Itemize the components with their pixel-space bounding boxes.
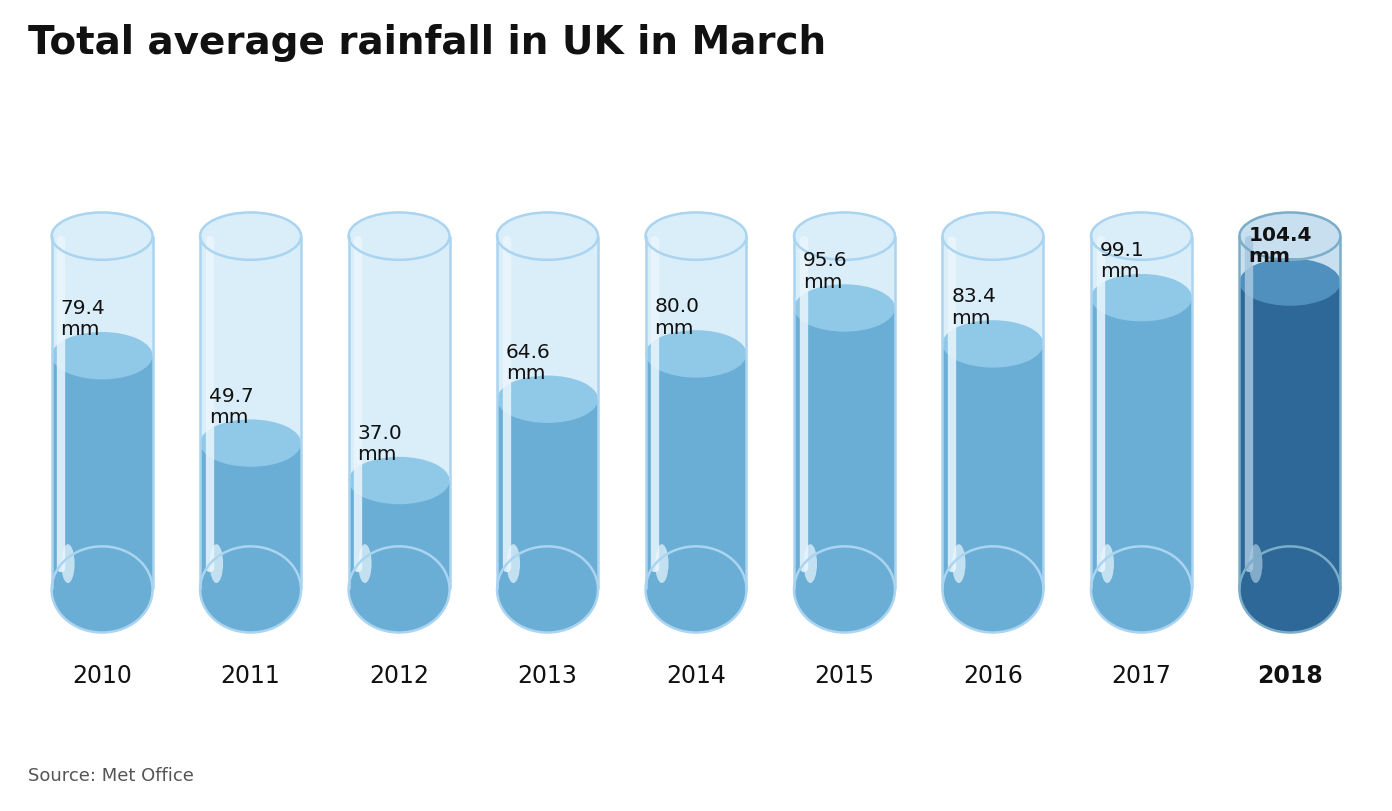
Bar [348,481,450,590]
Ellipse shape [200,420,301,467]
Ellipse shape [793,547,895,633]
Ellipse shape [348,547,450,633]
Ellipse shape [793,213,895,260]
Ellipse shape [358,544,372,583]
Ellipse shape [1091,547,1192,633]
Text: 2013: 2013 [518,663,578,687]
Ellipse shape [507,544,521,583]
Ellipse shape [1249,544,1263,583]
Ellipse shape [942,547,1044,633]
Text: 95.6
mm: 95.6 mm [803,251,848,291]
Text: 104.4
mm: 104.4 mm [1249,225,1311,265]
Text: 2015: 2015 [814,663,874,687]
Bar [793,309,895,590]
Ellipse shape [1239,259,1340,307]
Ellipse shape [497,376,599,423]
Ellipse shape [793,547,895,633]
Ellipse shape [1239,547,1340,633]
Ellipse shape [646,547,746,633]
Ellipse shape [52,213,153,260]
Ellipse shape [646,213,746,260]
Ellipse shape [200,547,301,633]
Ellipse shape [942,213,1044,260]
Text: 2014: 2014 [665,663,727,687]
Text: 49.7
mm: 49.7 mm [209,386,253,427]
Ellipse shape [200,213,301,260]
Ellipse shape [942,547,1044,633]
Text: 64.6
mm: 64.6 mm [505,342,551,383]
Ellipse shape [497,547,599,633]
Ellipse shape [1091,547,1192,633]
Text: 2018: 2018 [1257,663,1322,687]
Ellipse shape [793,285,895,333]
Text: 99.1
mm: 99.1 mm [1100,241,1144,281]
Bar [942,345,1044,590]
Bar [646,354,746,590]
Ellipse shape [200,547,301,633]
Ellipse shape [348,547,450,633]
Ellipse shape [52,547,153,633]
Bar [1091,237,1192,590]
Bar [793,237,895,590]
Text: 2011: 2011 [221,663,280,687]
Ellipse shape [348,457,450,504]
Text: 79.4
mm: 79.4 mm [60,298,106,339]
Text: 83.4
mm: 83.4 mm [951,287,997,328]
Ellipse shape [1091,275,1192,322]
Text: Source: Met Office: Source: Met Office [28,766,193,784]
Text: 2016: 2016 [963,663,1023,687]
Text: 2017: 2017 [1111,663,1172,687]
Text: 2010: 2010 [72,663,132,687]
Bar [52,237,153,590]
Bar [1239,283,1340,590]
Bar [348,237,450,590]
Ellipse shape [952,544,966,583]
Bar [200,444,301,590]
Bar [1239,237,1340,590]
Ellipse shape [497,213,599,260]
Bar [497,400,599,590]
Text: Total average rainfall in UK in March: Total average rainfall in UK in March [28,24,825,62]
Ellipse shape [656,544,668,583]
Ellipse shape [52,547,153,633]
Ellipse shape [942,321,1044,368]
Ellipse shape [646,547,746,633]
Ellipse shape [1091,213,1192,260]
Bar [1091,298,1192,590]
Text: 37.0
mm: 37.0 mm [358,423,402,464]
Bar [646,237,746,590]
Ellipse shape [1239,547,1340,633]
Ellipse shape [1239,213,1340,260]
Bar [942,237,1044,590]
Bar [52,356,153,590]
Ellipse shape [1101,544,1114,583]
Text: PA: PA [1263,746,1306,775]
Ellipse shape [61,544,75,583]
Text: 2012: 2012 [369,663,429,687]
Ellipse shape [803,544,817,583]
Bar [200,237,301,590]
Ellipse shape [646,331,746,378]
Ellipse shape [348,213,450,260]
Ellipse shape [497,547,599,633]
Bar [497,237,599,590]
Text: 80.0
mm: 80.0 mm [654,297,699,337]
Ellipse shape [210,544,223,583]
Ellipse shape [52,333,153,380]
